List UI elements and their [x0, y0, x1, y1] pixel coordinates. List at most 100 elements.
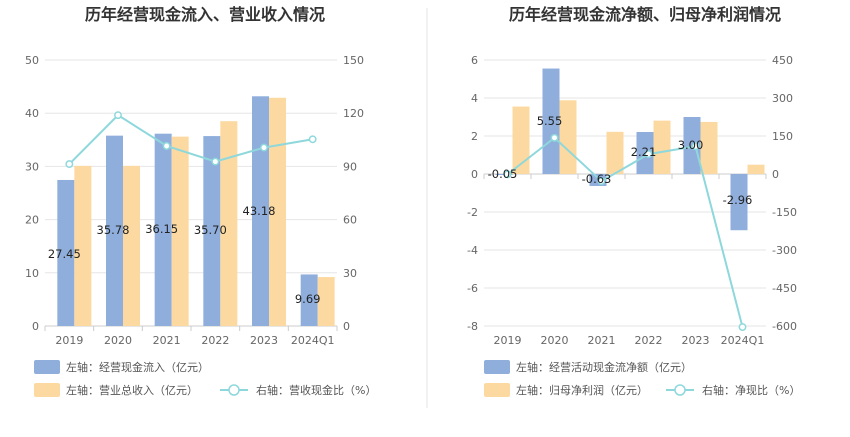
x-tick-label: 2020	[104, 334, 132, 347]
data-labels: -0.05 5.55 -0.63 2.21 3.00 -2.96	[488, 114, 753, 207]
legend-label-ratio: 右轴：营收现金比（%）	[256, 383, 376, 397]
legend-label-net-cash: 左轴：经营活动现金流净额（亿元）	[516, 360, 692, 374]
primary-bar	[730, 174, 748, 231]
secondary-bar	[559, 100, 577, 174]
x-tick-label: 2022	[635, 334, 663, 347]
legend-item-revenue[interactable]: 左轴：营业总收入（亿元）	[34, 383, 198, 397]
secondary-bar	[74, 165, 92, 326]
left-tick-label: 20	[25, 214, 39, 227]
right-tick-label: 0	[772, 168, 779, 181]
x-axis: 2019 2020 2021 2022 2023 2024Q1	[44, 325, 338, 347]
primary-bar	[203, 136, 221, 326]
ratio-point	[738, 323, 747, 331]
legend-swatch-revenue	[34, 383, 60, 397]
x-tick-label: 2023	[250, 334, 278, 347]
right-tick-label: 150	[772, 130, 793, 143]
right-axis-ticks: -600 -450 -300 -150 0 150 300 450	[772, 54, 797, 333]
right-tick-label: -150	[772, 206, 797, 219]
primary-bar	[57, 179, 75, 326]
legend-label-net-cash-ratio: 右轴：净现比（%）	[702, 383, 800, 397]
legend-swatch-net-cash	[484, 360, 510, 374]
x-tick-label: 2019	[494, 334, 522, 347]
ratio-point	[162, 142, 171, 150]
right-tick-label: 450	[772, 54, 793, 67]
ratio-series-line	[68, 113, 313, 165]
x-tick-label: 2019	[55, 334, 83, 347]
left-tick-label: -8	[467, 320, 478, 333]
secondary-bar	[123, 165, 140, 326]
ratio-point	[550, 133, 559, 142]
left-tick-label: 4	[471, 92, 478, 105]
legend-swatch-net-profit	[484, 383, 510, 397]
legend-swatch-ratio-marker	[674, 384, 686, 396]
right-tick-label: 60	[343, 214, 357, 227]
secondary-bar	[512, 106, 530, 174]
right-tick-label: 300	[772, 92, 793, 105]
legend-item-cash-inflow[interactable]: 左轴：经营现金流入（亿元）	[34, 360, 209, 374]
x-tick-label: 2022	[201, 334, 229, 347]
legend: 左轴：经营现金流入（亿元） 左轴：营业总收入（亿元） 右轴：营收现金比（%）	[34, 360, 376, 397]
ratio-series-line	[506, 136, 744, 328]
left-tick-label: 30	[25, 160, 39, 173]
bar-data-label: 36.15	[145, 222, 178, 236]
right-tick-label: -450	[772, 282, 797, 295]
primary-bar	[106, 135, 123, 326]
primary-bar	[542, 68, 560, 174]
right-tick-label: 120	[343, 107, 364, 120]
ratio-point	[114, 111, 122, 120]
ratio-point	[211, 157, 220, 166]
ratio-point	[308, 135, 317, 144]
legend-item-net-profit[interactable]: 左轴：归母净利润（亿元）	[484, 383, 648, 397]
x-tick-label: 2024Q1	[721, 334, 765, 347]
legend-swatch-ratio-marker	[228, 384, 240, 396]
left-tick-label: 2	[471, 130, 478, 143]
left-tick-label: 10	[25, 267, 39, 280]
bar-data-label: -0.63	[582, 172, 612, 186]
left-tick-label: 0	[32, 320, 39, 333]
bar-data-label: -2.96	[723, 193, 753, 207]
bar-data-label: 27.45	[48, 247, 81, 261]
secondary-bar	[606, 131, 624, 174]
right-tick-label: 90	[343, 160, 357, 173]
ratio-point	[597, 177, 606, 186]
left-tick-label: 6	[471, 54, 478, 67]
x-tick-label: 2021	[588, 334, 616, 347]
chart-title: 历年经营现金流入、营业收入情况	[85, 5, 325, 24]
secondary-bar	[269, 97, 286, 326]
bars	[57, 96, 335, 327]
bar-data-label: 35.70	[194, 223, 227, 237]
legend-item-ratio[interactable]: 右轴：营收现金比（%）	[220, 383, 376, 397]
ratio-line	[65, 111, 317, 169]
primary-bar	[154, 133, 172, 326]
left-tick-label: -2	[467, 206, 478, 219]
right-tick-label: 30	[343, 267, 357, 280]
right-tick-label: 150	[343, 54, 364, 67]
legend-label-revenue: 左轴：营业总收入（亿元）	[66, 383, 198, 397]
left-tick-label: -4	[467, 244, 478, 257]
left-tick-label: 40	[25, 107, 39, 120]
x-tick-label: 2024Q1	[291, 334, 335, 347]
ratio-point	[503, 170, 512, 179]
legend-label-cash-inflow: 左轴：经营现金流入（亿元）	[66, 360, 209, 374]
legend-item-net-cash[interactable]: 左轴：经营活动现金流净额（亿元）	[484, 360, 692, 374]
secondary-bar	[747, 164, 765, 174]
bar-data-label: 35.78	[97, 223, 130, 237]
ratio-point	[644, 150, 653, 159]
ratio-point	[260, 143, 268, 152]
left-axis-ticks: 0 10 20 30 40 50	[25, 54, 39, 333]
left-tick-label: -6	[467, 282, 478, 295]
secondary-bar	[220, 121, 238, 327]
ratio-point	[65, 160, 74, 169]
bar-data-label: 2.21	[631, 145, 657, 159]
bar-data-label: 43.18	[243, 204, 276, 218]
legend: 左轴：经营活动现金流净额（亿元） 左轴：归母净利润（亿元） 右轴：净现比（%）	[484, 360, 800, 397]
right-axis-ticks: 0 30 60 90 120 150	[343, 54, 364, 333]
x-axis: 2019 2020 2021 2022 2023 2024Q1	[483, 173, 767, 347]
legend-item-net-cash-ratio[interactable]: 右轴：净现比（%）	[666, 383, 800, 397]
bar-data-label: 5.55	[537, 114, 563, 128]
right-tick-label: -300	[772, 244, 797, 257]
bar-data-label: -0.05	[488, 167, 518, 181]
bar-data-label: 3.00	[678, 138, 704, 152]
primary-bar	[300, 274, 318, 326]
